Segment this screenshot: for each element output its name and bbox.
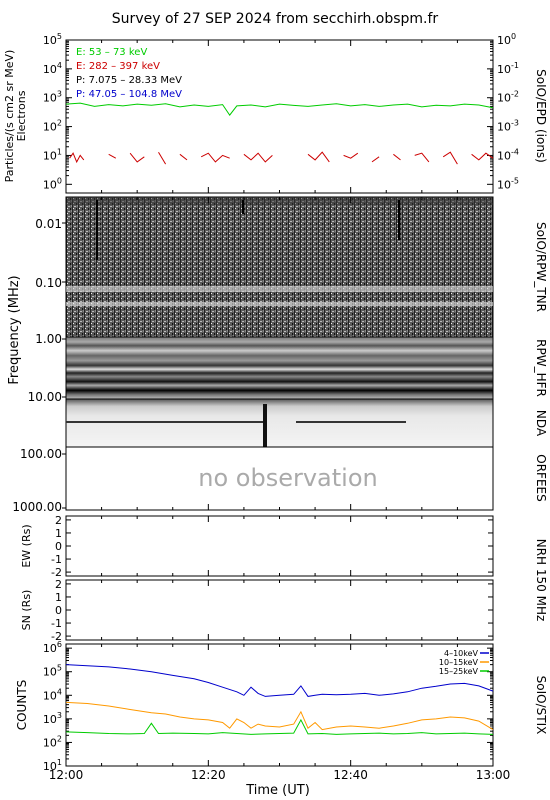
- series-1-line: [65, 701, 494, 731]
- hfr-panel: RPW_HFR: [65, 336, 548, 400]
- time-axis: 12:00 12:20 12:40 13:00: [49, 40, 511, 782]
- hfr-right-label: RPW_HFR: [534, 339, 548, 397]
- epd-ylabel2: Electrons: [15, 90, 28, 141]
- xtick-label: 13:00: [476, 768, 511, 782]
- ytick-label-right: 10-3: [497, 119, 519, 134]
- epd-legend-item: P: 47.05 – 104.8 MeV: [76, 89, 182, 100]
- ytick-label: -1: [51, 617, 62, 630]
- ytick-label: 103: [43, 90, 62, 105]
- ytick-label: 101: [43, 147, 62, 162]
- frequency-axis-label: Frequency (MHz): [7, 275, 22, 384]
- ytick-label: 104: [43, 61, 62, 76]
- series-0-line: [65, 664, 494, 697]
- tnr-panel: SoIO/RPW_TNR: [65, 196, 548, 338]
- stix-legend-label: 15–25keV: [439, 667, 479, 676]
- epd-ylabel: Particles/(s cm2 sr MeV): [3, 50, 16, 183]
- orfees-no-observation: no observation: [198, 464, 377, 492]
- series-0-line: [65, 102, 494, 116]
- series-1-line: [307, 151, 330, 163]
- epd-legend-item: E: 53 – 73 keV: [76, 47, 147, 58]
- series-1-line: [179, 153, 188, 161]
- ytick-label: 104: [43, 687, 62, 702]
- stix-legend-label: 10–15keV: [439, 658, 479, 667]
- series-1-line: [471, 152, 494, 161]
- epd-legend-item: P: 7.075 – 28.33 MeV: [76, 75, 182, 86]
- ytick-label: 1: [55, 527, 62, 540]
- series-2-line: [65, 718, 494, 735]
- series-1-line: [393, 153, 401, 161]
- ytick-label: 100: [43, 176, 62, 191]
- orfees-ytick-2: 1000.00: [12, 500, 62, 514]
- epd-panel: 100 10-5 101 10-4 102 10-3 103 10-2 104 10-1 105 10…: [3, 32, 548, 194]
- ytick-label-right: 10-1: [497, 61, 519, 76]
- tnr-ytick-2: 0.10: [35, 276, 62, 290]
- stix-panel: 101 102 103 104 105 106 4–10keV10–15keV15–25k…: [15, 640, 548, 773]
- ytick-label: -2: [51, 630, 62, 643]
- ytick-label: 105: [43, 664, 62, 679]
- series-1-line: [243, 152, 273, 163]
- nda-right-label: NDA: [534, 410, 548, 437]
- xtick-label: 12:40: [333, 768, 368, 782]
- epd-legend-item: E: 282 – 397 keV: [76, 61, 160, 72]
- ytick-label: 105: [43, 32, 62, 47]
- frequency-axis: 0.01 0.10 1.00 10.00 100.00 1000.00 Freq…: [7, 217, 66, 514]
- ytick-label: 106: [43, 640, 62, 655]
- ytick-label-right: 10-2: [497, 90, 519, 105]
- tnr-ytick-3: 1.00: [35, 332, 62, 346]
- orfees-right-label: ORFEES: [534, 454, 548, 501]
- stix-legend-label: 4–10keV: [444, 649, 479, 658]
- nrh-ew-ylabel: EW (Rs): [20, 524, 33, 567]
- epd-right-label: SoIO/EPD (ions): [534, 69, 548, 163]
- xtick-label: 12:20: [191, 768, 226, 782]
- hfr-ytick-2: 10.00: [28, 390, 62, 404]
- ytick-label: 0: [55, 604, 62, 617]
- series-1-line: [442, 151, 458, 165]
- series-1-line: [414, 152, 430, 163]
- nrh-ew-panel: 210-1-2 EW (Rs) NRH 150 MHz: [20, 514, 548, 621]
- series-1-line: [371, 156, 380, 163]
- ytick-label: 101: [43, 758, 62, 773]
- ytick-label: 103: [43, 711, 62, 726]
- ytick-label: -2: [51, 566, 62, 579]
- series-1-line: [200, 152, 230, 163]
- stix-right-label: SoIO/STIX: [534, 676, 548, 735]
- nda-ytick-2: 100.00: [20, 447, 62, 461]
- orfees-panel: no observation ORFEES: [65, 446, 548, 511]
- ytick-label: 2: [55, 578, 62, 591]
- ytick-label: 102: [43, 734, 62, 749]
- hfr-spectrogram: [65, 336, 494, 400]
- nrh-right-label: NRH 150 MHz: [534, 539, 548, 622]
- tnr-spectrogram: [65, 196, 494, 338]
- series-1-line: [158, 151, 167, 165]
- xtick-label: 12:00: [49, 768, 84, 782]
- stix-ylabel: COUNTS: [15, 680, 29, 731]
- ytick-label: 102: [43, 119, 62, 134]
- figure-title: Survey of 27 SEP 2024 from secchirh.obsp…: [112, 11, 439, 27]
- ytick-label-right: 100: [497, 32, 516, 47]
- ytick-label: -1: [51, 553, 62, 566]
- ytick-label-right: 10-4: [497, 147, 519, 162]
- nrh-sn-panel: 210-1-2 SN (Rs): [20, 578, 494, 643]
- series-1-line: [343, 152, 359, 159]
- nrh-sn-ylabel: SN (Rs): [20, 590, 33, 631]
- time-axis-label: Time (UT): [245, 783, 310, 798]
- tnr-right-label: SoIO/RPW_TNR: [534, 222, 548, 312]
- nda-panel: NDA: [65, 398, 548, 448]
- ytick-label: 2: [55, 514, 62, 527]
- tnr-ytick-1: 0.01: [35, 217, 62, 231]
- ytick-label: 1: [55, 591, 62, 604]
- series-1-line: [129, 152, 145, 163]
- ytick-label-right: 10-5: [497, 176, 519, 191]
- series-1-line: [69, 152, 85, 164]
- series-1-line: [108, 153, 117, 159]
- ytick-label: 0: [55, 540, 62, 553]
